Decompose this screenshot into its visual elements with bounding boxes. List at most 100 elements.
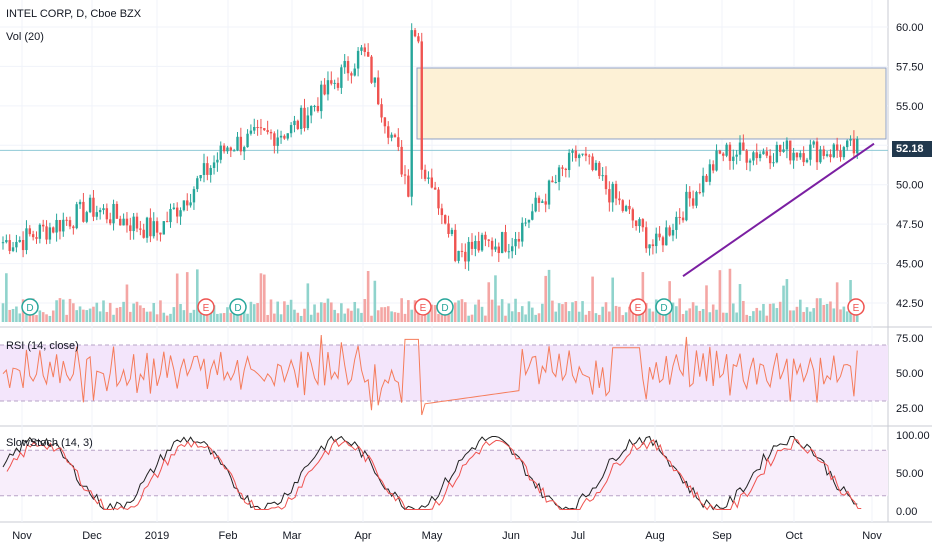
volume-bar (1, 303, 5, 322)
volume-bar (417, 310, 420, 322)
candle-body (835, 144, 839, 151)
candle-body (269, 131, 273, 134)
candle-body (594, 162, 598, 170)
volume-bar (366, 271, 370, 322)
candle-body (665, 227, 668, 246)
candle-body (715, 150, 718, 171)
volume-bar (319, 302, 323, 322)
candle-body (333, 82, 336, 84)
time-tick-label: Aug (645, 530, 665, 542)
volume-bar (129, 311, 132, 322)
volume-bar (691, 302, 695, 322)
candle-body (645, 227, 648, 249)
rsi-tick-label: 25.00 (896, 403, 924, 415)
candle-body (631, 209, 634, 221)
candle-body (18, 239, 21, 242)
volume-bar (480, 306, 484, 322)
candle-body (316, 105, 320, 112)
volume-bar (397, 312, 400, 322)
price-tick-label: 50.00 (896, 180, 924, 192)
volume-bar (437, 313, 440, 322)
candle-body (815, 141, 819, 163)
candle-body (497, 246, 500, 254)
candle-body (417, 36, 420, 42)
candle-body (289, 125, 293, 134)
candle-body (286, 133, 289, 139)
volume-bar (742, 300, 745, 322)
volume-bar (782, 285, 785, 322)
candle-body (464, 251, 467, 262)
volume-bar (845, 311, 849, 322)
volume-bar (336, 313, 340, 322)
stoch-d-line (6, 438, 862, 511)
volume-bar (541, 303, 544, 322)
volume-bar (735, 312, 738, 322)
candle-body (229, 147, 232, 151)
candle-body (206, 163, 209, 175)
price-tick-label: 55.00 (896, 101, 924, 113)
candle-body (832, 144, 835, 158)
volume-bar (634, 309, 638, 322)
time-tick-label: Dec (82, 530, 102, 542)
event-marker-circle (629, 298, 647, 316)
candle-body (102, 208, 105, 211)
candle-body (433, 187, 437, 190)
candle-body (95, 212, 98, 217)
volume-bar (185, 272, 189, 322)
volume-bar (192, 309, 196, 322)
candle-body (500, 232, 504, 254)
volume-bar (323, 302, 326, 322)
candle-body (541, 201, 544, 203)
volume-bar (403, 313, 407, 322)
volume-bar (464, 302, 467, 322)
volume-bar (785, 279, 789, 322)
volume-bar (551, 300, 554, 322)
candle-body (745, 150, 748, 163)
candle-body (812, 141, 815, 145)
candle-body (671, 229, 675, 236)
candle-body (172, 207, 176, 210)
candle-body (765, 151, 768, 156)
volume-bar (356, 308, 360, 322)
candle-body (437, 189, 440, 209)
candle-body (668, 227, 671, 236)
candle-body (819, 149, 822, 163)
volume-bar (614, 305, 618, 322)
volume-bar (246, 313, 249, 322)
candle-body (574, 150, 578, 159)
price-tick-label: 60.00 (896, 22, 924, 34)
volume-bar (105, 311, 109, 322)
candle-body (176, 207, 179, 217)
volume-bar (162, 312, 166, 322)
candle-body (403, 174, 407, 176)
volume-bar (564, 302, 568, 322)
candle-body (31, 234, 35, 238)
candle-body (356, 50, 360, 69)
volume-bar (829, 301, 832, 322)
volume-bar (497, 305, 501, 322)
candle-body (306, 115, 310, 129)
candle-body (775, 144, 779, 163)
volume-bar (695, 305, 698, 322)
candle-body (578, 154, 581, 159)
volume-bar (460, 299, 464, 322)
volume-bar (427, 312, 430, 322)
volume-bar (350, 310, 353, 322)
volume-bar (832, 308, 836, 322)
candle-body (28, 228, 31, 235)
candle-body (68, 220, 72, 227)
candle-body (618, 198, 621, 201)
volume-bar (608, 311, 611, 322)
volume-bar (547, 269, 551, 322)
candle-body (152, 221, 155, 237)
volume-bar (768, 303, 772, 322)
candle-body (45, 226, 48, 240)
candle-body (159, 232, 162, 235)
candle-body (789, 140, 792, 161)
volume-bar (145, 311, 149, 322)
candle-body (142, 229, 145, 238)
candle-body (557, 167, 561, 183)
candle-body (423, 169, 427, 179)
volume-bar (88, 308, 92, 322)
